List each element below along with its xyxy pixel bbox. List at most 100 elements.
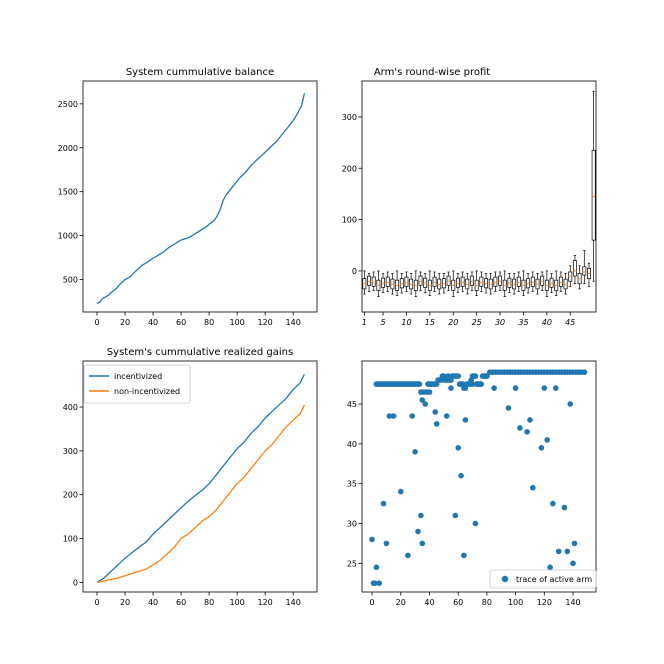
box-25 [474,270,479,296]
x-tick-label: 140 [286,598,301,607]
box-24 [470,271,474,291]
box-37 [530,271,535,292]
box-35 [521,270,526,296]
x-tick-label: 60 [453,598,463,607]
legend-label-incentivized: incentivized [114,372,162,381]
box-27 [484,273,488,294]
panel-active-arm-trace: 0 20 40 60 80 100 120 140 25 30 35 40 45 trace of ac… [347,360,597,607]
scatter-point [383,540,390,547]
iqr-box [404,276,409,287]
y-tick-label: 1500 [58,188,78,197]
axes-frame [82,80,318,313]
y-tick-label: 200 [342,164,357,173]
axes-frame [361,360,597,593]
scatter-point [390,413,397,419]
scatter-point [538,445,545,451]
box-33 [512,273,517,295]
panel-3-title: System's cummulative realized gains [107,347,293,358]
x-tick-label: 60 [176,318,186,327]
iqr-box [441,278,446,289]
box-20 [451,270,456,297]
box-10 [404,271,409,292]
x-tick-label: 80 [204,598,214,607]
x-tick-label: 45 [565,318,575,327]
legend-label-trace: trace of active arm [516,575,592,584]
scatter-point [472,373,479,379]
scatter-point [478,381,485,387]
box-3 [371,271,376,291]
iqr-box [540,275,545,286]
iqr-box [423,277,428,288]
iqr-box [568,271,573,282]
scatter-point [530,484,536,491]
y-tick-label: 200 [63,491,78,500]
box-41 [549,273,554,293]
box-46 [572,255,577,285]
scatter-point [541,385,548,391]
y-tick-label: 2500 [58,100,78,109]
legend-box [83,364,191,404]
box-34 [516,271,521,292]
iqr-box [591,149,596,241]
scatter-point [512,385,519,391]
scatter-point [458,472,464,479]
box-29 [493,271,498,292]
panel-4-plot-area: 0 20 40 60 80 100 120 140 25 30 35 40 45 [347,360,597,607]
panel-2-title: Arm's round-wise profit [374,67,490,78]
box-19 [446,271,451,291]
box-13 [418,271,423,291]
x-tick-label: 100 [508,598,523,607]
scatter-point [505,405,512,411]
box-18 [441,273,446,294]
box-31 [502,270,507,297]
iqr-box [385,276,390,287]
scatter-point [415,528,421,535]
scatter-point [553,385,559,391]
y-tick-label: 40 [347,440,357,449]
scatter-point [527,417,533,423]
box-2 [367,273,371,292]
scatter-point [398,488,404,495]
x-tick-label: 80 [204,318,214,327]
box-14 [423,273,428,293]
x-tick-label: 20 [120,598,130,607]
scatter-point [386,413,393,419]
y-tick-label: 2000 [58,144,78,153]
x-tick-label: 15 [425,318,435,327]
box-50 [591,90,596,282]
legend-box [489,569,597,589]
x-tick-label: 10 [401,318,411,327]
scatter-point [433,421,440,427]
scatter-point [455,445,462,451]
box-1 [362,270,367,295]
panel-3-plot-area: 0 20 40 60 80 100 120 140 0 100 200 300 400 [63,360,318,607]
legend-marker-trace [501,575,509,583]
scatter-point [570,560,576,567]
y-tick-label: 25 [347,559,357,568]
scatter-point [547,564,553,571]
box-23 [465,273,470,295]
iqr-box [367,275,371,286]
x-tick-label: 60 [176,598,186,607]
box-26 [479,271,484,292]
axes-frame [82,360,318,593]
scatter-point [372,580,378,586]
box-22 [460,271,465,292]
series-line-1 [96,404,305,584]
x-tick-label: 0 [94,598,99,607]
iqr-box [558,276,563,287]
iqr-box [493,276,498,287]
box-6 [385,271,390,292]
y-tick-label: 35 [347,480,357,489]
x-tick-label: 120 [258,318,273,327]
box-39 [540,271,545,291]
box-42 [554,270,559,296]
iqr-box [432,276,437,287]
scatter-point [405,552,411,559]
x-tick-label: 120 [258,598,273,607]
scatter-point [524,429,530,435]
panel-cumulative-balance: System cummulative balance 0 20 40 60 80 100 1… [58,67,318,327]
series-line-0 [96,373,305,583]
scatter-point [517,425,523,431]
